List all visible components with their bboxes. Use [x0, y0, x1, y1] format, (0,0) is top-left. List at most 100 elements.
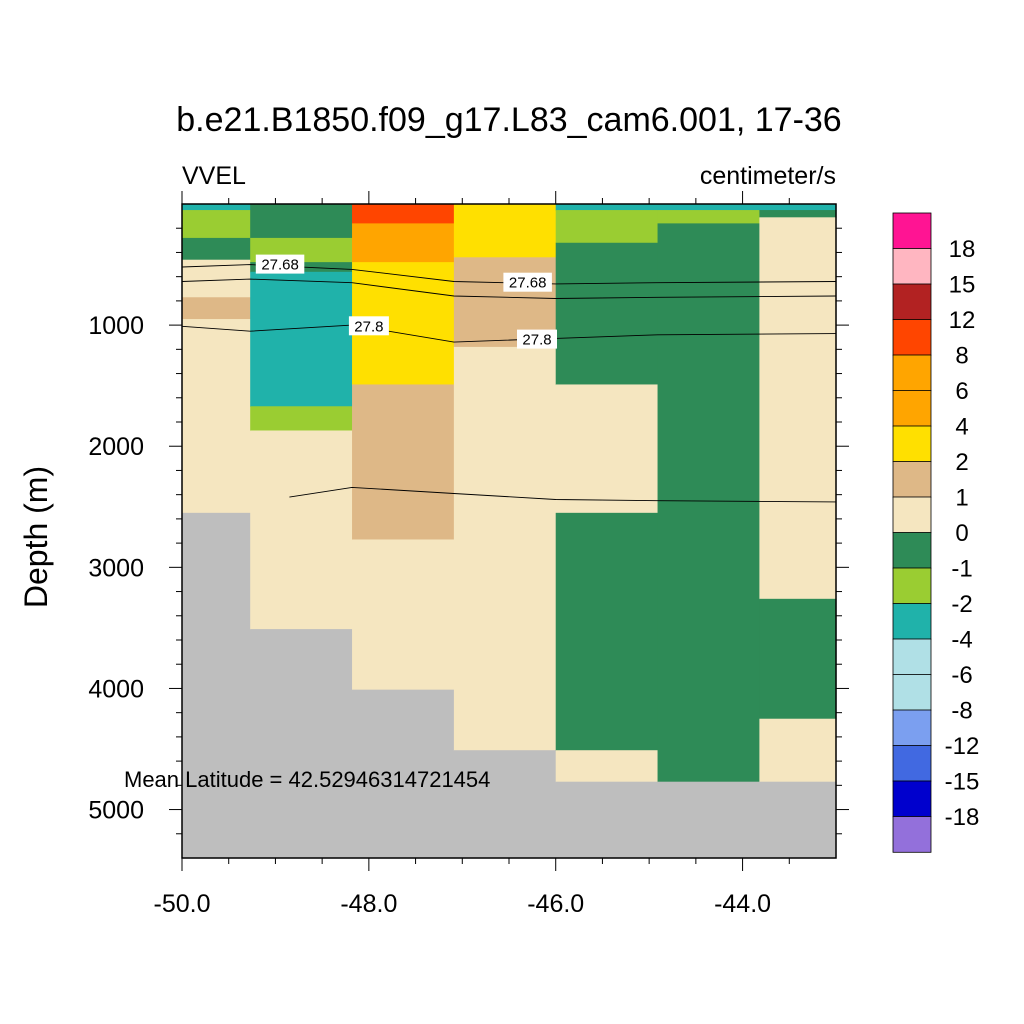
contour-label-1: 27.68 [509, 275, 547, 292]
contour-label-2: 27.8 [354, 318, 383, 335]
contour-label-box-2 [348, 316, 389, 336]
x-tick-label-3: -44.0 [714, 890, 771, 918]
x-tick-label-2: -46.0 [527, 890, 584, 918]
heatmap-cell-4-1 [555, 210, 659, 244]
heatmap-cell-5-2 [657, 223, 760, 783]
colorbar-swatch-15 [892, 745, 932, 782]
colorbar-swatch-3 [892, 319, 932, 356]
colorbar-swatch-12 [892, 638, 932, 676]
heatmap-cell-6-0 [759, 204, 837, 211]
colorbar-swatch-10 [892, 567, 932, 605]
colorbar-swatch-7 [892, 461, 932, 498]
y-tick-label-1: 2000 [88, 433, 144, 461]
heatmap-cell-2-0 [352, 204, 455, 224]
heatmap-cell-5-3 [657, 781, 760, 859]
contour-label-box-3 [517, 329, 557, 349]
colorbar-swatch-0 [892, 212, 932, 250]
heatmap-cell-0-1 [182, 210, 251, 239]
contour-label-box-1 [503, 272, 552, 292]
heatmap-cell-4-3 [555, 384, 659, 514]
heatmap-cell-1-0 [250, 204, 353, 239]
heatmap-cell-2-3 [352, 384, 455, 541]
colorbar-swatch-5 [892, 390, 932, 427]
heatmap-cell-1-4 [250, 406, 353, 432]
contour-label-3: 27.8 [522, 332, 551, 349]
colorbar-swatch-13 [892, 674, 932, 711]
colorbar-label-4: 6 [955, 378, 968, 405]
colorbar-label-13: -8 [951, 698, 972, 725]
colorbar-label-8: 0 [955, 520, 968, 547]
colorbar-label-16: -18 [945, 804, 980, 831]
colorbar-label-10: -2 [951, 591, 972, 618]
colorbar-label-14: -12 [945, 733, 980, 760]
colorbar-label-12: -6 [951, 662, 972, 689]
y-tick-label-4: 5000 [88, 797, 144, 825]
colorbar: 18 15 12 8 6 4 2 1 0 -1 -2 -4 -6 -8 -12 -15 -18 [892, 212, 980, 853]
plot-frame [181, 203, 837, 859]
colorbar-swatch-11 [892, 603, 932, 640]
heatmap-cell-6-5 [759, 781, 837, 859]
colorbar-label-0: 18 [949, 236, 976, 263]
x-tick-label-1: -48.0 [340, 890, 397, 918]
colorbar-swatch-16 [892, 780, 932, 818]
contour-line-1 [181, 278, 837, 299]
heatmap-cell-4-4 [555, 512, 659, 751]
colorbar-swatch-6 [892, 425, 932, 463]
heatmap-cell-6-2 [759, 217, 837, 600]
heatmap-cell-0-4 [182, 297, 251, 320]
heatmap-cell-0-5 [182, 319, 251, 514]
colorbar-label-9: -1 [951, 556, 972, 583]
heatmap-cell-0-0 [182, 204, 251, 211]
heatmap-cell-2-5 [352, 689, 455, 859]
colorbar-swatch-1 [892, 248, 932, 285]
heatmap-cell-6-3 [759, 598, 837, 720]
contour-line-0 [181, 264, 837, 285]
chart-title: b.e21.B1850.f09_g17.L83_cam6.001, 17-36 [176, 101, 841, 139]
heatmap-cell-6-1 [759, 210, 837, 218]
heatmap-cell-1-3 [250, 271, 353, 407]
contour-line-3 [289, 486, 837, 503]
colorbar-swatch-8 [892, 496, 932, 534]
heatmap-cell-4-5 [555, 750, 659, 783]
colorbar-label-15: -15 [945, 769, 980, 796]
heatmap-cell-3-2 [453, 346, 557, 751]
heatmap-cell-4-2 [555, 242, 659, 386]
colorbar-label-5: 4 [955, 414, 968, 441]
colorbar-swatch-4 [892, 354, 932, 392]
contour-labels: 27.68 27.68 27.8 27.8 [255, 254, 557, 349]
contour-lines [181, 264, 837, 503]
colorbar-label-7: 1 [955, 485, 968, 512]
axis-ticks: -50.0 -48.0 -46.0 -44.0 1000 2000 3000 4000 5000 [88, 191, 849, 918]
heatmap-cell-5-1 [657, 210, 760, 224]
colorbar-label-1: 15 [949, 272, 976, 299]
heatmap-cell-2-1 [352, 223, 455, 263]
colorbar-swatch-2 [892, 283, 932, 321]
heatmap-cell-5-0 [657, 204, 760, 211]
colorbar-label-11: -4 [951, 627, 972, 654]
heatmap-cell-4-6 [555, 781, 659, 859]
contour-label-0: 27.68 [261, 257, 299, 274]
colorbar-swatch-14 [892, 709, 932, 747]
y-tick-label-2: 3000 [88, 554, 144, 582]
heatmap-cell-2-4 [352, 539, 455, 691]
mean-latitude-annotation: Mean Latitude = 42.52946314721454 [124, 767, 490, 792]
heatmap-cell-3-0 [453, 204, 557, 258]
colorbar-label-6: 2 [955, 449, 968, 476]
y-tick-label-0: 1000 [88, 312, 144, 340]
y-axis-label: Depth (m) [18, 466, 54, 608]
y-tick-label-3: 4000 [88, 675, 144, 703]
x-tick-label-0: -50.0 [154, 890, 211, 918]
colorbar-swatch-9 [892, 532, 932, 569]
heatmap-cell-4-0 [555, 204, 659, 211]
heatmap-cell-1-6 [250, 629, 353, 859]
right-subtitle: centimeter/s [700, 162, 836, 190]
heatmap-cell-6-4 [759, 718, 837, 783]
heatmap-cell-0-2 [182, 237, 251, 261]
heatmap-cell-0-6 [182, 512, 251, 859]
heatmap-cell-3-3 [453, 750, 557, 859]
heatmap-cell-1-5 [250, 430, 353, 630]
colorbar-label-2: 12 [949, 307, 976, 334]
heatmap-cells [182, 204, 837, 859]
contour-line-2 [181, 324, 837, 343]
